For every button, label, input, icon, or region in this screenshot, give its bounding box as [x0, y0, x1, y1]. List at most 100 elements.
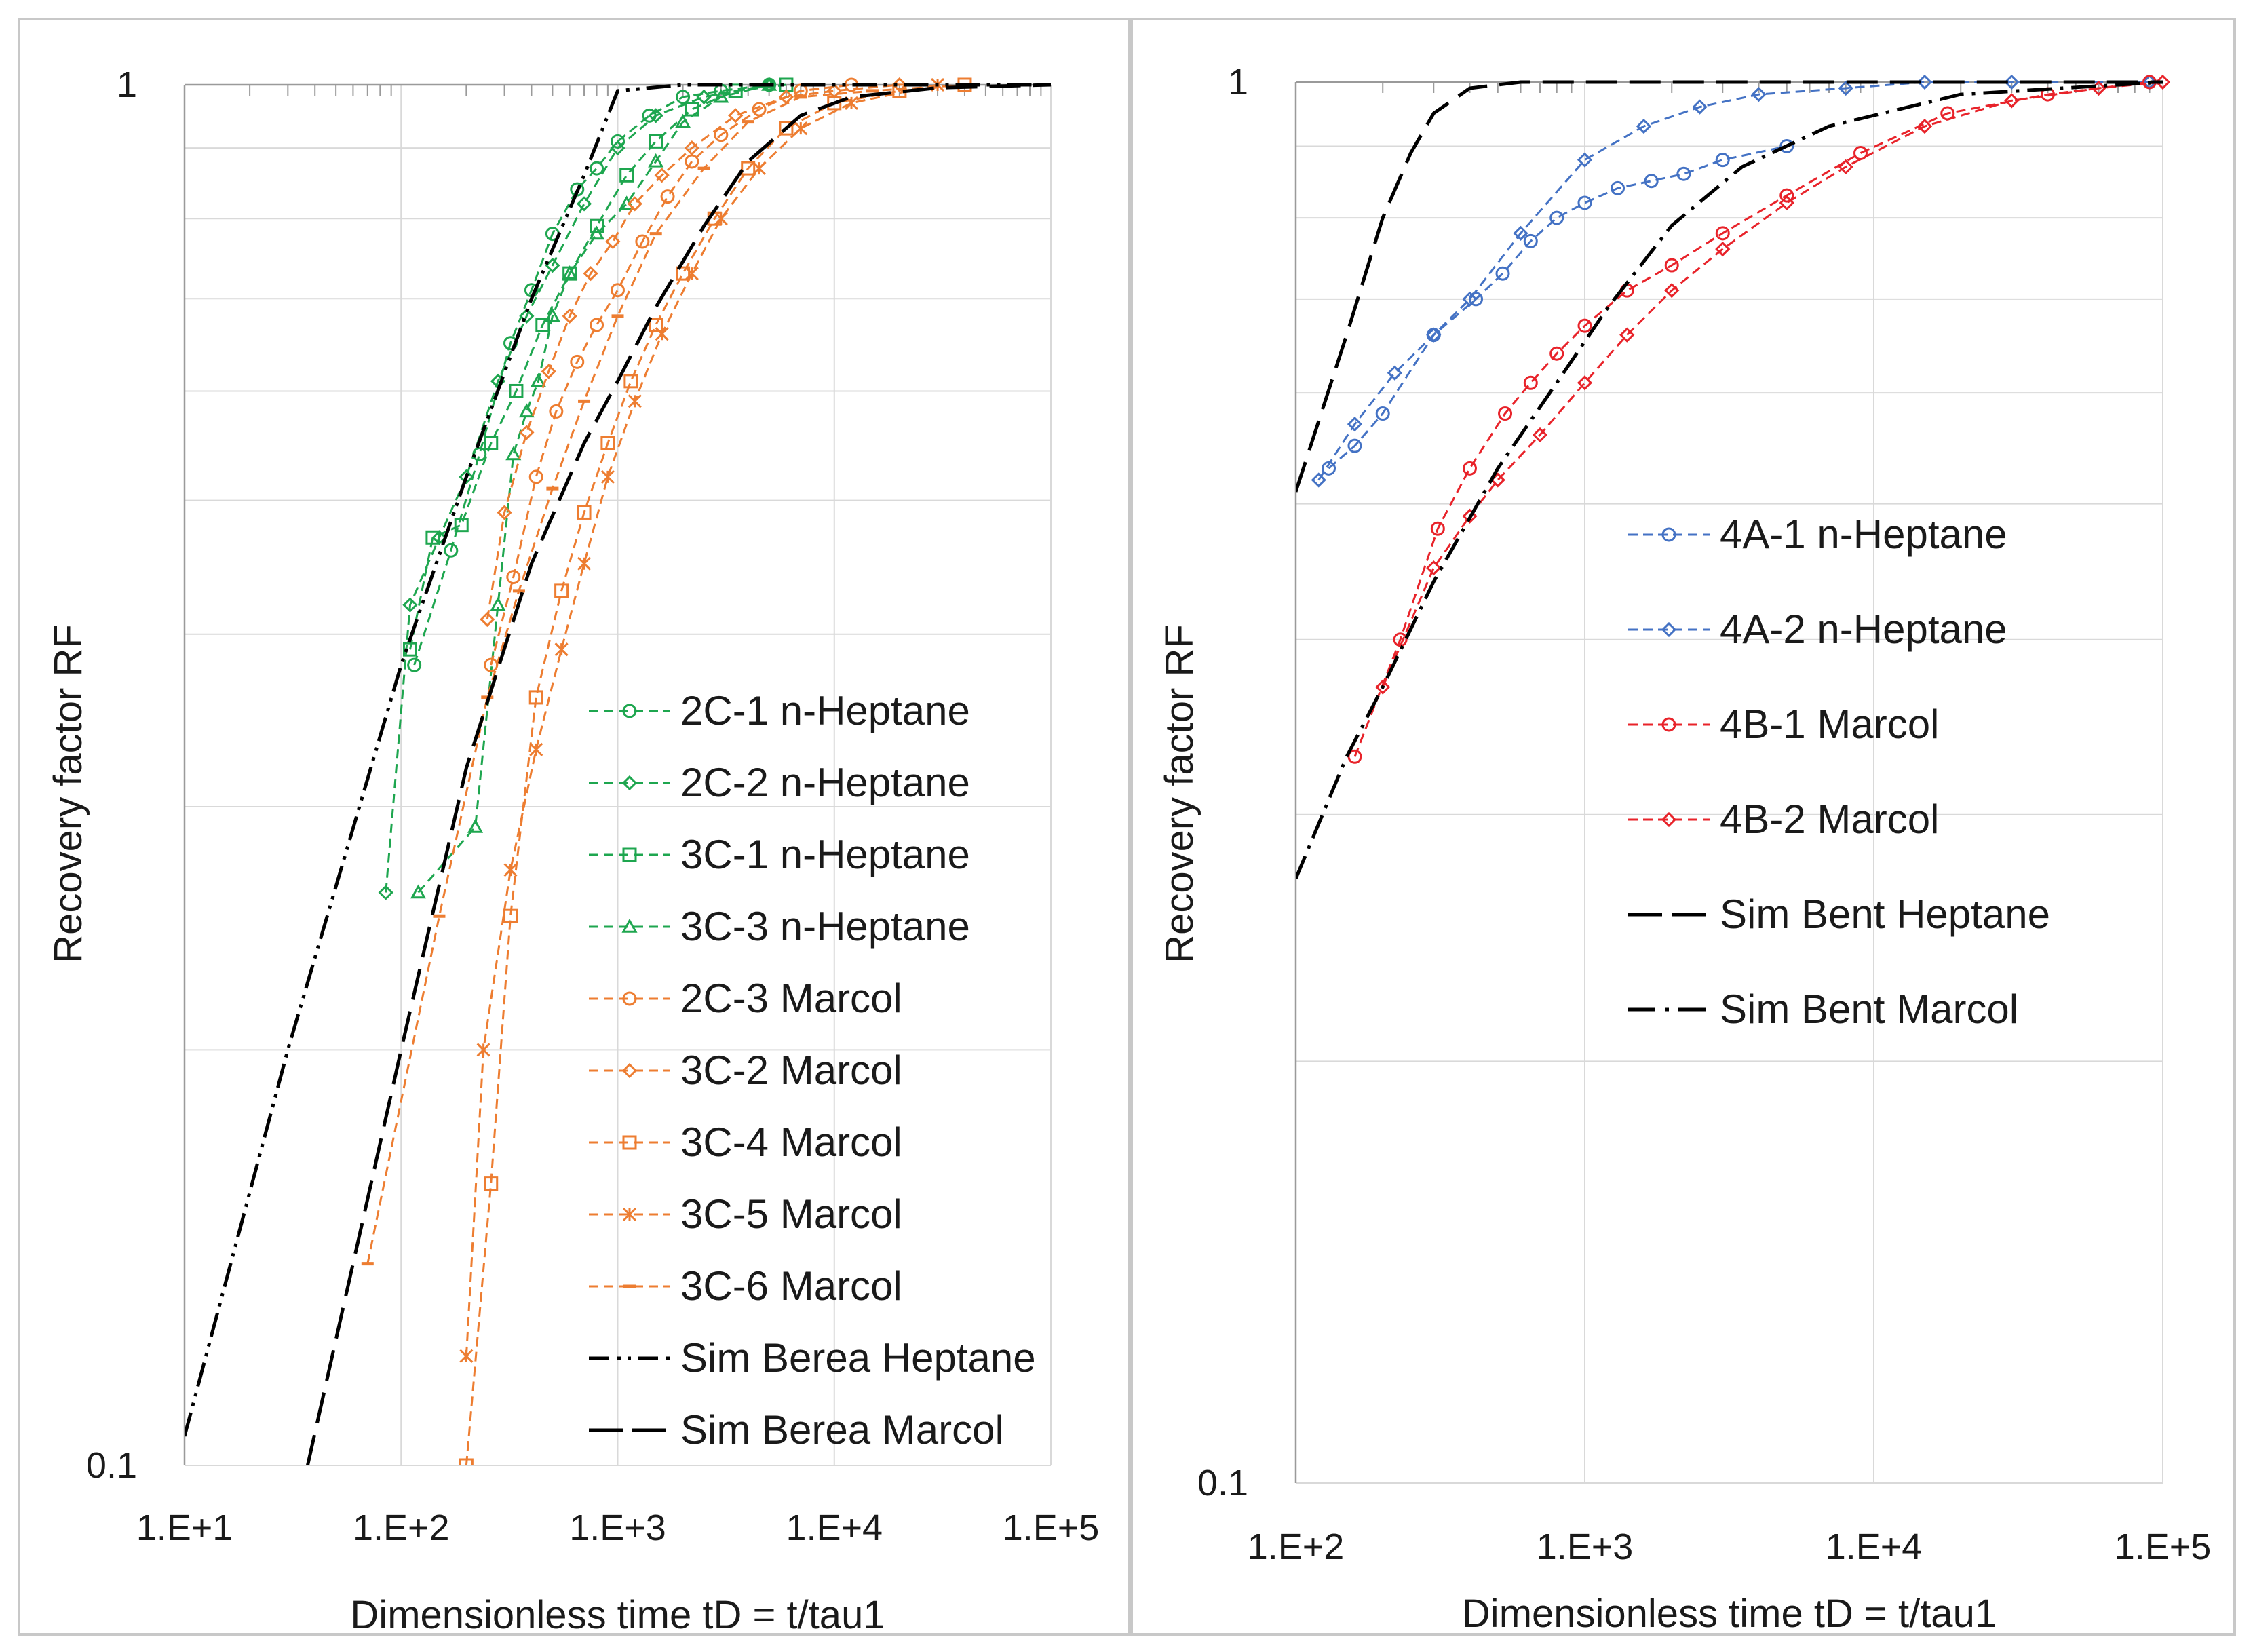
data-point-4a-1-n-heptane: [1495, 266, 1510, 281]
legend-item-3c-2-marcol: 3C-2 Marcol: [589, 1048, 902, 1093]
series-line-3c-3-n-heptane: [417, 83, 769, 894]
x-tick-label: 1.E+3: [569, 1507, 666, 1548]
data-point-2c-2-n-heptane: [459, 469, 474, 485]
legend-marker: [622, 704, 637, 718]
data-point-3c-3-n-heptane: [589, 225, 605, 240]
data-point-2c-2-n-heptane: [610, 140, 625, 156]
data-point-3c-3-n-heptane: [505, 446, 522, 461]
data-point-3c-1-n-heptane: [535, 318, 550, 332]
data-point-4a-2-n-heptane: [1636, 118, 1652, 134]
data-point-2c-2-n-heptane: [696, 89, 712, 104]
data-point-2c-1-n-heptane: [676, 90, 691, 104]
data-point-4a-1-n-heptane: [1611, 180, 1625, 195]
data-point-4a-2-n-heptane: [1692, 99, 1708, 115]
data-point-3c-1-n-heptane: [728, 83, 743, 98]
legend-item-4b-2-marcol: 4B-2 Marcol: [1628, 796, 1939, 842]
data-point-4b-1-marcol: [1779, 188, 1794, 203]
data-point-4b-2-marcol: [1577, 375, 1593, 391]
legend-label: 4B-1 Marcol: [1720, 702, 1939, 747]
legend: 2C-1 n-Heptane 2C-2 n-Heptane 3C-1 n-Hepta…: [589, 688, 1036, 1453]
x-tick-label: 1.E+3: [1537, 1526, 1634, 1567]
series-line-sim-bent-heptane: [1296, 80, 2163, 493]
data-point-4a-2-n-heptane: [1513, 225, 1528, 241]
data-point-4b-2-marcol: [1917, 118, 1933, 134]
data-point-3c-5-marcol: [794, 121, 808, 136]
series-line-4b-2-marcol: [1381, 81, 2163, 688]
series-2c-1-n-heptane: [407, 77, 777, 672]
legend-item-3c-5-marcol: 3C-5 Marcol: [589, 1191, 902, 1237]
legend-marker: [622, 1135, 637, 1150]
data-point-4a-1-n-heptane: [1523, 233, 1538, 248]
data-point-4b-2-marcol: [1532, 427, 1548, 443]
data-point-3c-1-n-heptane: [402, 642, 417, 657]
legend-item-4b-1-marcol: 4B-1 Marcol: [1628, 702, 1939, 747]
y-tick-label: 1: [1228, 62, 1248, 102]
data-point-3c-4-marcol: [459, 1458, 474, 1465]
data-point-4b-1-marcol: [1715, 226, 1730, 241]
data-point-3c-4-marcol: [676, 266, 691, 281]
data-point-4a-2-n-heptane: [1426, 327, 1442, 343]
data-point-3c-2-marcol: [728, 108, 744, 123]
data-point-2c-1-n-heptane: [444, 543, 459, 558]
data-point-3c-5-marcol: [503, 863, 518, 877]
x-tick-label: 1.E+5: [2115, 1526, 2212, 1567]
data-point-3c-2-marcol: [562, 308, 577, 324]
data-point-3c-2-marcol: [605, 233, 621, 250]
legend-label: 4A-1 n-Heptane: [1720, 512, 2007, 557]
data-point-3c-2-marcol: [891, 77, 907, 93]
series-sim-berea-heptane: [185, 83, 1051, 1437]
data-point-3c-3-n-heptane: [518, 403, 535, 418]
gridlines: [1295, 81, 2163, 1484]
series-3c-6-marcol: [361, 83, 971, 1266]
legend-item-2c-2-n-heptane: 2C-2 n-Heptane: [589, 760, 970, 805]
data-point-3c-2-marcol: [684, 140, 699, 156]
data-point-3c-5-marcol: [752, 161, 767, 176]
series-4b-1-marcol: [1347, 75, 2157, 764]
data-point-3c-1-n-heptane: [649, 134, 663, 149]
data-point-2c-3-marcol: [528, 469, 543, 484]
data-point-3c-2-marcol: [519, 425, 535, 440]
data-point-2c-3-marcol: [570, 354, 585, 369]
data-point-3c-3-n-heptane: [562, 265, 578, 280]
series-line-sim-berea-marcol: [305, 83, 1052, 1465]
data-point-4a-2-n-heptane: [1387, 365, 1402, 381]
legend-marker: [621, 775, 638, 791]
data-point-2c-3-marcol: [660, 189, 675, 204]
data-point-2c-2-n-heptane: [378, 885, 393, 900]
data-point-4a-1-n-heptane: [1469, 292, 1484, 307]
data-point-4a-1-n-heptane: [1779, 138, 1794, 153]
legend-marker: [1661, 621, 1677, 638]
data-point-3c-1-n-heptane: [590, 218, 604, 233]
data-point-3c-3-n-heptane: [713, 88, 729, 103]
data-point-2c-3-marcol: [685, 154, 699, 169]
data-point-4a-1-n-heptane: [1549, 210, 1564, 225]
series-line-4b-1-marcol: [1353, 81, 2150, 757]
data-point-4b-1-marcol: [1523, 375, 1538, 390]
data-point-4b-2-marcol: [1664, 283, 1680, 299]
data-point-3c-2-marcol: [654, 168, 670, 183]
data-point-3c-3-n-heptane: [467, 818, 484, 833]
x-tick-label: 1.E+4: [786, 1507, 883, 1548]
x-axis-title: Dimensionless time tD = t/tau1: [1462, 1592, 1997, 1633]
right-chart-panel: 1.E+2 1.E+3 1.E+4 1.E+5 0.1 1 Dimensionless ti…: [1130, 18, 2236, 1636]
y-tick-label: 1: [117, 64, 137, 105]
series-line-3c-2-marcol: [486, 83, 900, 620]
data-point-4a-1-n-heptane: [1347, 438, 1362, 453]
data-point-3c-3-n-heptane: [675, 113, 691, 128]
y-axis-title: Recovery factor RF: [1157, 624, 1201, 963]
x-tick-label: 1.E+2: [353, 1507, 450, 1548]
legend-label: Sim Berea Marcol: [680, 1407, 1004, 1453]
x-tick-label: 1.E+2: [1248, 1526, 1345, 1567]
legend-item-sim-berea-heptane: Sim Berea Heptane: [589, 1335, 1036, 1381]
data-point-3c-1-n-heptane: [454, 518, 469, 533]
left-chart: 1.E+1 1.E+2 1.E+3 1.E+4 1.E+5 0.1 1 Dimensionle…: [46, 64, 1099, 1633]
series-line-sim-berea-heptane: [185, 83, 1051, 1437]
data-point-4b-1-marcol: [1664, 258, 1679, 273]
series-4a-2-n-heptane: [1311, 74, 2157, 488]
data-point-3c-4-marcol: [554, 583, 569, 598]
data-point-3c-5-marcol: [628, 394, 642, 408]
legend-label: 4A-2 n-Heptane: [1720, 607, 2007, 652]
data-point-3c-2-marcol: [497, 505, 512, 520]
series-line-4a-1-n-heptane: [1328, 145, 1788, 469]
legend-item-sim-bent-heptane: Sim Bent Heptane: [1628, 891, 2050, 937]
